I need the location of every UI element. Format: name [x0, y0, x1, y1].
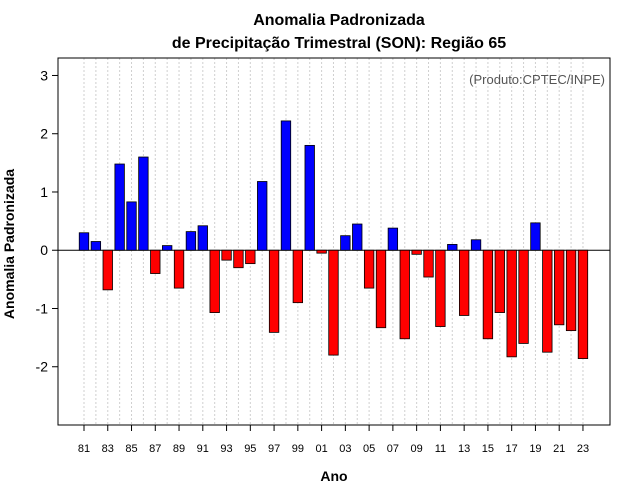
bar-22: [565, 249, 577, 332]
bar-05: [363, 249, 375, 289]
bar-15: [482, 249, 494, 340]
bar-21: [554, 249, 565, 326]
bar-03: [340, 235, 351, 251]
x-tick-label: 07: [387, 443, 399, 455]
y-axis: -2 -1 0 1 2 3: [36, 67, 58, 375]
x-tick-label: 95: [244, 443, 256, 455]
bar-00: [304, 144, 315, 251]
bar-14: [470, 239, 482, 251]
bar-85: [126, 201, 137, 251]
y-tick-label: 0: [40, 242, 48, 258]
y-axis-label: Anomalia Padronizada: [1, 169, 17, 319]
credit-text: (Produto:CPTEC/INPE): [469, 72, 605, 87]
x-tick-label: 19: [529, 443, 541, 455]
x-tick-label: 93: [220, 443, 232, 455]
x-tick-label: 11: [435, 443, 446, 455]
bar-12: [447, 244, 458, 251]
bar-23: [577, 249, 589, 359]
bar-07: [387, 227, 399, 251]
bar-89: [173, 249, 185, 289]
x-tick-label: 99: [292, 443, 304, 455]
bar-94: [233, 249, 244, 269]
bar-11: [435, 249, 446, 327]
bar-91: [197, 225, 208, 251]
x-tick-label: 83: [102, 443, 114, 455]
x-tick-label: 13: [458, 443, 470, 455]
x-axis: 81 83 85 87 89 91 93 95 97 99 01 03 05 07 09 11 13 15 17 19…: [78, 425, 589, 455]
y-tick-label: -2: [36, 359, 49, 375]
bar-17: [506, 249, 517, 358]
bar-10: [423, 249, 434, 278]
bar-06: [375, 249, 387, 329]
bar-99: [292, 249, 303, 304]
bar-81: [78, 232, 90, 251]
x-tick-label: 89: [173, 443, 185, 455]
bar-18: [518, 249, 529, 344]
x-tick-label: 05: [363, 443, 375, 455]
bar-01: [316, 249, 327, 254]
bar-92: [209, 249, 220, 313]
x-tick-label: 15: [482, 443, 494, 455]
bar-83: [102, 249, 113, 291]
x-tick-label: 01: [315, 443, 327, 455]
bar-95: [245, 249, 256, 265]
x-tick-label: 85: [125, 443, 137, 455]
bar-98: [280, 120, 292, 251]
bar-90: [185, 231, 197, 251]
y-tick-label: 3: [40, 67, 48, 83]
bar-84: [114, 163, 125, 251]
x-axis-label: Ano: [320, 468, 347, 484]
bar-13: [459, 249, 470, 316]
y-tick-label: 2: [40, 126, 48, 142]
x-tick-label: 03: [339, 443, 351, 455]
grid-lines: [83, 58, 584, 425]
x-tick-label: 81: [78, 443, 90, 455]
x-tick-label: 87: [149, 443, 161, 455]
bar-02: [328, 249, 339, 356]
bars: [78, 120, 589, 359]
x-tick-label: 09: [411, 443, 423, 455]
bar-08: [399, 249, 410, 340]
bar-97: [268, 249, 280, 333]
bar-04: [352, 223, 363, 251]
bar-96: [257, 181, 268, 251]
bar-20: [542, 249, 553, 353]
plot-frame: [57, 57, 611, 426]
x-tick-label: 23: [577, 443, 589, 455]
bar-87: [150, 249, 161, 274]
bar-16: [494, 249, 505, 313]
y-tick-label: 1: [40, 184, 48, 200]
bar-82: [90, 241, 102, 251]
y-tick-label: -1: [36, 300, 49, 316]
chart-subtitle: de Precipitação Trimestral (SON): Região…: [172, 35, 506, 52]
bar-86: [138, 156, 149, 251]
bar-19: [530, 222, 541, 251]
bar-93: [221, 249, 232, 261]
bar-88: [162, 245, 173, 251]
x-tick-label: 97: [268, 443, 280, 455]
x-tick-label: 91: [197, 443, 209, 455]
bar-09: [411, 249, 422, 255]
x-tick-label: 21: [553, 443, 565, 455]
chart-title: Anomalia Padronizada: [253, 12, 425, 29]
x-tick-label: 17: [506, 443, 518, 455]
